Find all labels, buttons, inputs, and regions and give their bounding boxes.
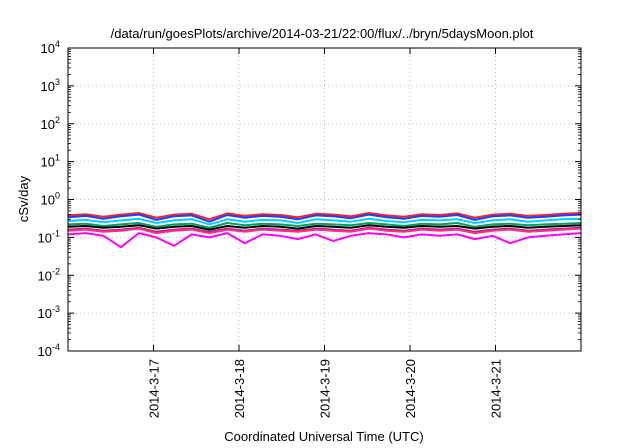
series-group <box>67 212 582 249</box>
x-tick-label: 2014-3-21 <box>489 359 504 418</box>
y-tick-label: 100 <box>41 191 60 208</box>
chart-title: /data/run/goesPlots/archive/2014-03-21/2… <box>111 26 534 41</box>
y-tick-label: 10-4 <box>38 342 60 359</box>
y-axis-label: cSv/day <box>16 175 31 222</box>
y-tick-label: 10-2 <box>38 266 60 283</box>
y-ticks: 10-4 10-3 10-2 10-1 100 101 102 103 104 <box>38 39 581 359</box>
series-line-5 <box>67 224 582 231</box>
series-line-2 <box>67 213 582 223</box>
series-line-3 <box>67 217 582 226</box>
x-axis-label: Coordinated Universal Time (UTC) <box>224 429 423 444</box>
x-tick-label: 2014-3-17 <box>147 359 162 418</box>
grid <box>68 48 581 351</box>
x-tick-label: 2014-3-20 <box>403 359 418 418</box>
series-line-6 <box>67 226 582 233</box>
y-tick-label: 104 <box>41 39 60 56</box>
series-line-8 <box>67 232 582 249</box>
series-line-4 <box>67 222 582 229</box>
y-tick-label: 102 <box>41 115 60 132</box>
y-tick-label: 103 <box>41 77 60 94</box>
x-ticks: 2014-3-17 2014-3-18 2014-3-19 2014-3-20 2014… <box>147 48 504 418</box>
y-tick-label: 10-3 <box>38 304 60 321</box>
series-line-7 <box>67 227 582 235</box>
x-tick-label: 2014-3-19 <box>318 359 333 418</box>
y-tick-label: 101 <box>41 153 60 170</box>
series-line-1 <box>67 212 582 221</box>
y-tick-label: 10-1 <box>38 228 60 245</box>
x-tick-label: 2014-3-18 <box>232 359 247 418</box>
